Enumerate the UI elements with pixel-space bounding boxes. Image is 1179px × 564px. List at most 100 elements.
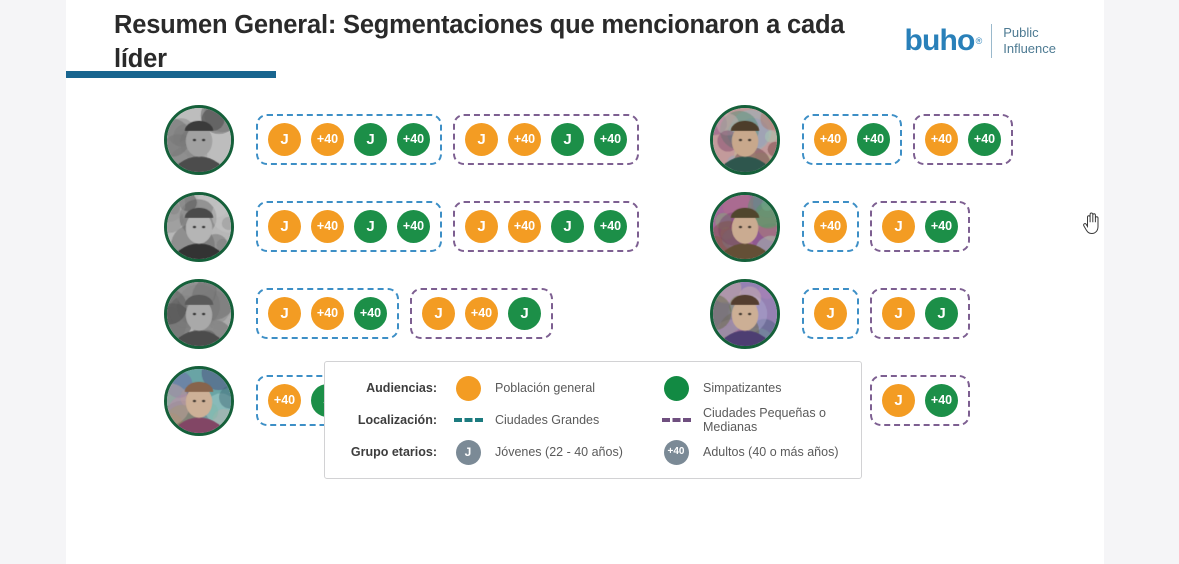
segment-chip-label: +40: [599, 132, 622, 147]
legend-item-text: Simpatizantes: [703, 381, 782, 395]
segment-chip-label: +40: [359, 306, 382, 321]
logo-divider: [991, 24, 993, 58]
segment-chip-label: +40: [470, 306, 493, 321]
segment-chip-label: +40: [513, 132, 536, 147]
segment-chip-orange-young: J: [814, 297, 847, 330]
segment-chip-green-adult: +40: [354, 297, 387, 330]
page-title: Resumen General: Segmentaciones que menc…: [114, 11, 845, 73]
segment-group-big-cities: J +40 +40: [256, 288, 399, 339]
segment-chip-orange-young: J: [465, 123, 498, 156]
slide-header: Resumen General: Segmentaciones que menc…: [66, 0, 1104, 88]
logo-tagline-line1: Public: [1003, 25, 1039, 40]
legend-item: Ciudades Pequeñas o Medianas: [655, 406, 855, 434]
segment-group-small-cities: J +40 J +40: [453, 201, 639, 252]
segment-group-big-cities: +40 +40: [802, 114, 902, 165]
segment-chip-label: J: [894, 218, 903, 235]
small-cities-dash-icon: [661, 418, 691, 422]
legend-row: Audiencias: Población general Simpatizante…: [325, 372, 861, 404]
segment-chip-label: J: [280, 131, 289, 148]
slide-canvas: Resumen General: Segmentaciones que menc…: [66, 0, 1104, 564]
segment-chip-label: J: [937, 305, 946, 322]
leader-row: J +40 J +40 J +40 J +40: [164, 96, 644, 183]
segment-group-big-cities: J: [802, 288, 859, 339]
segment-group-small-cities: J +40 J +40: [453, 114, 639, 165]
leader-row: +40 J +40: [710, 183, 1040, 270]
segment-chip-label: J: [280, 305, 289, 322]
segment-group-big-cities: J +40 J +40: [256, 201, 442, 252]
segment-groups: +40 +40 +40 +40: [802, 114, 1013, 165]
segment-chip-label: +40: [973, 132, 996, 147]
segment-chip-label: +40: [316, 306, 339, 321]
leader-row: J +40 +40 J +40 J: [164, 270, 644, 357]
segment-chip-orange-adult: +40: [508, 210, 541, 243]
legend-dot-label: J: [464, 445, 472, 459]
logo-tagline-line2: Influence: [1003, 41, 1056, 56]
viewer-gutter-right: [1104, 0, 1179, 564]
legend-swatch-dot: [447, 375, 489, 401]
segment-group-big-cities: J +40 J +40: [256, 114, 442, 165]
legend-item: +40 Adultos (40 o más años): [655, 439, 855, 465]
segment-chip-label: J: [563, 218, 572, 235]
segment-groups: J +40 +40 J +40 J: [256, 288, 553, 339]
segment-chip-label: J: [563, 131, 572, 148]
segment-chip-green-young: J: [354, 210, 387, 243]
segment-chip-green-adult: +40: [594, 123, 627, 156]
segment-chip-label: +40: [599, 219, 622, 234]
viewer-gutter-left: [0, 0, 66, 564]
brand-logo: buho® Public Influence: [904, 22, 1056, 60]
leader-row: +40 +40 +40 +40: [710, 96, 1040, 183]
segment-chip-green-young: J: [551, 210, 584, 243]
logo-wordmark: buho: [904, 24, 975, 57]
logo-trademark-icon: ®: [975, 35, 983, 46]
legend-item-text: Ciudades Grandes: [495, 413, 600, 427]
legend-row: Grupo etarios: J Jóvenes (22 - 40 años) +40…: [325, 436, 861, 468]
segment-chip-orange-adult: +40: [814, 210, 847, 243]
segment-chip-orange-young: J: [268, 123, 301, 156]
legend-swatch-dot: [655, 375, 697, 401]
avatar: [164, 365, 234, 436]
segment-chip-green-young: J: [551, 123, 584, 156]
big-cities-dash-icon: [453, 418, 483, 422]
segment-chip-label: +40: [402, 132, 425, 147]
legend-row-label: Localización:: [357, 413, 437, 427]
segment-chip-green-adult: +40: [925, 210, 958, 243]
legend-item-text: Jóvenes (22 - 40 años): [495, 445, 623, 459]
segment-chip-orange-adult: +40: [311, 123, 344, 156]
segment-chip-green-adult: +40: [968, 123, 1001, 156]
segment-chip-label: J: [366, 131, 375, 148]
segment-chip-orange-adult: +40: [508, 123, 541, 156]
segment-chip-label: +40: [316, 132, 339, 147]
segment-chip-orange-adult: +40: [465, 297, 498, 330]
adult-age-dot-icon: +40: [663, 439, 689, 465]
segment-group-small-cities: J +40: [870, 375, 970, 426]
general-population-dot-icon: [455, 375, 481, 401]
segment-chip-label: J: [520, 305, 529, 322]
legend-row-label: Audiencias:: [366, 381, 437, 395]
segment-chip-orange-young: J: [882, 384, 915, 417]
segment-chip-label: J: [477, 131, 486, 148]
segment-chip-label: +40: [273, 393, 296, 408]
segment-chip-orange-adult: +40: [814, 123, 847, 156]
legend-item: Ciudades Grandes: [447, 413, 655, 427]
segment-chip-green-adult: +40: [397, 210, 430, 243]
segment-chip-orange-young: J: [882, 297, 915, 330]
legend-dot-label: +40: [667, 446, 685, 457]
legend-swatch-dot: +40: [655, 439, 697, 465]
segment-chip-orange-young: J: [465, 210, 498, 243]
avatar: [710, 191, 780, 262]
segment-group-small-cities: J +40 J: [410, 288, 553, 339]
avatar: [164, 104, 234, 175]
segment-chip-green-adult: +40: [594, 210, 627, 243]
legend-item-text: Población general: [495, 381, 596, 395]
segment-chip-green-young: J: [354, 123, 387, 156]
legend-swatch-dot: J: [447, 439, 489, 465]
segment-chip-orange-young: J: [268, 210, 301, 243]
legend-item: Población general: [447, 375, 655, 401]
segment-chip-label: +40: [930, 393, 953, 408]
segment-chip-label: J: [477, 218, 486, 235]
segment-chip-green-adult: +40: [857, 123, 890, 156]
segment-group-small-cities: +40 +40: [913, 114, 1013, 165]
